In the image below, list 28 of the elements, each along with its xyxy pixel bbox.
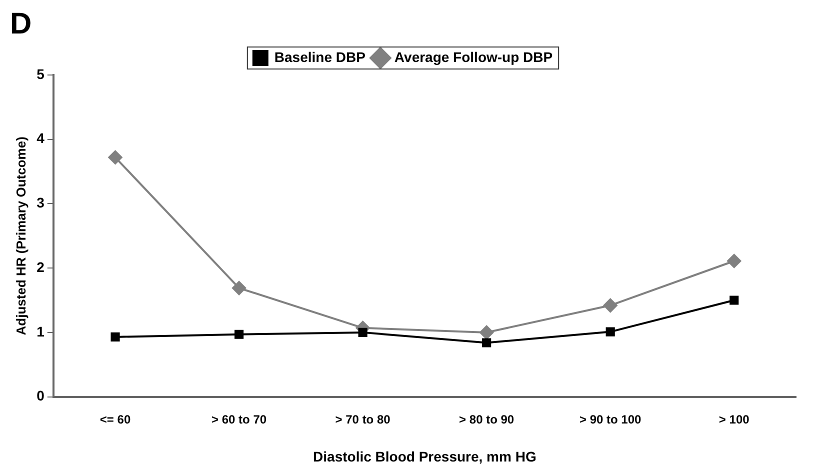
point: [482, 338, 492, 348]
y-tick-label: 4: [36, 130, 45, 146]
y-tick-label: 0: [36, 388, 45, 404]
point: [603, 298, 618, 312]
point: [234, 330, 244, 339]
x-axis-title: Diastolic Blood Pressure, mm HG: [313, 448, 536, 464]
x-tick-label: > 60 to 70: [212, 412, 267, 426]
point: [232, 281, 246, 296]
point: [108, 150, 122, 164]
y-axis-title: Adjusted HR (Primary Outcome): [13, 136, 28, 336]
x-tick-label: > 90 to 100: [579, 412, 642, 426]
chart-title: D: [10, 7, 32, 40]
point: [606, 327, 615, 336]
y-tick-label: 5: [36, 66, 45, 82]
x-tick-label: > 100: [718, 412, 750, 426]
y-tick-label: 3: [36, 194, 45, 211]
point: [727, 254, 742, 268]
y-tick-label: 2: [36, 258, 45, 275]
point: [358, 328, 368, 337]
point: [480, 325, 494, 340]
x-tick-label: > 80 to 90: [459, 412, 514, 426]
point: [730, 296, 739, 305]
legend-label: Baseline DBP: [274, 48, 366, 65]
x-tick-label: <= 60: [100, 412, 131, 426]
x-tick-label: > 70 to 80: [335, 412, 391, 426]
legend-label: Average Follow-up DBP: [394, 48, 553, 65]
point: [110, 332, 120, 342]
y-tick-label: 1: [36, 323, 45, 340]
